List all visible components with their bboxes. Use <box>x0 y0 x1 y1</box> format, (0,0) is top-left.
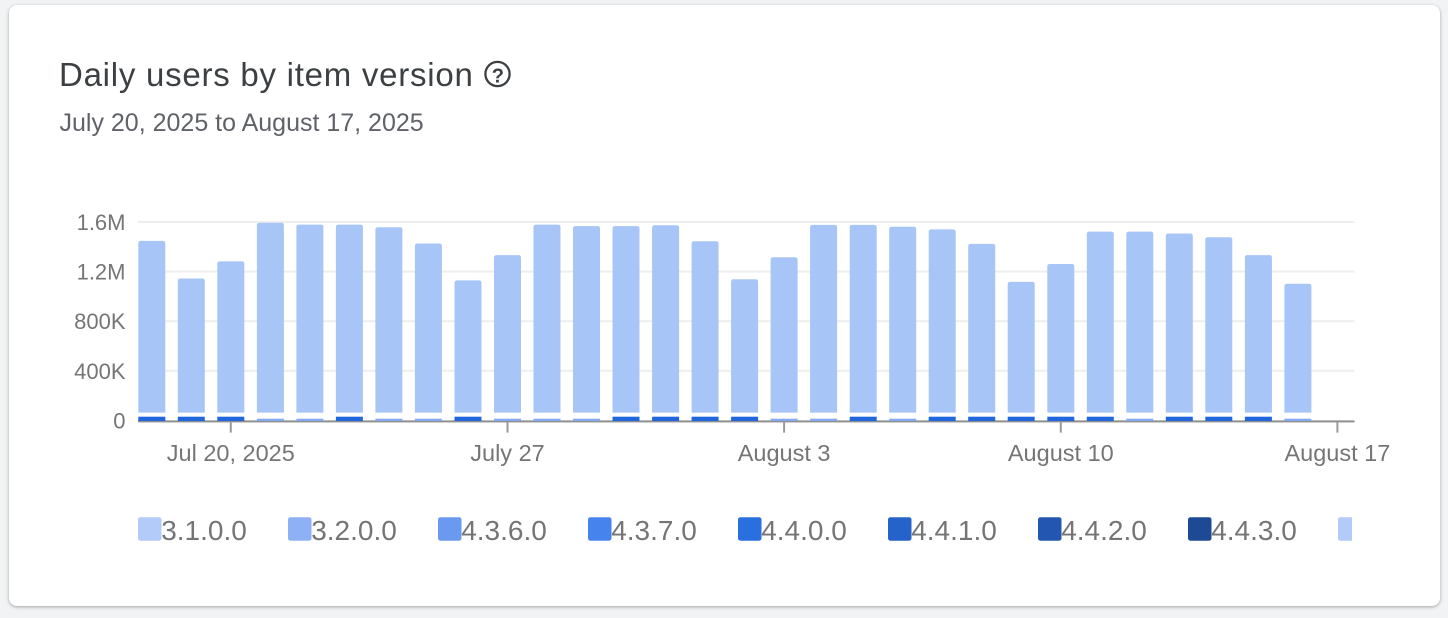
svg-text:4.4.2.0: 4.4.2.0 <box>1061 515 1147 546</box>
svg-text:3.1.0.0: 3.1.0.0 <box>161 515 247 546</box>
svg-text:4.4.0.0: 4.4.0.0 <box>761 515 847 546</box>
svg-text:July 27: July 27 <box>470 440 544 466</box>
svg-text:800K: 800K <box>74 309 126 334</box>
svg-text:?: ? <box>492 65 504 87</box>
svg-text:Daily users by item version: Daily users by item version <box>59 56 474 93</box>
svg-text:August 17: August 17 <box>1284 440 1390 466</box>
svg-text:4.4.3.0: 4.4.3.0 <box>1211 515 1297 546</box>
svg-text:1.6M: 1.6M <box>77 210 126 235</box>
svg-text:4.4.1.0: 4.4.1.0 <box>911 515 997 546</box>
svg-text:400K: 400K <box>74 359 126 384</box>
svg-text:July 20, 2025 to August 17, 20: July 20, 2025 to August 17, 2025 <box>60 109 424 137</box>
svg-text:4.3.7.0: 4.3.7.0 <box>611 515 697 546</box>
svg-text:August 10: August 10 <box>1008 440 1114 466</box>
svg-text:Jul 20, 2025: Jul 20, 2025 <box>167 440 295 466</box>
svg-text:3.2.0.0: 3.2.0.0 <box>311 515 397 546</box>
svg-text:August 3: August 3 <box>738 440 831 466</box>
svg-text:1.2M: 1.2M <box>77 260 126 285</box>
svg-text:4.3.6.0: 4.3.6.0 <box>461 515 547 546</box>
svg-text:0: 0 <box>113 408 125 433</box>
